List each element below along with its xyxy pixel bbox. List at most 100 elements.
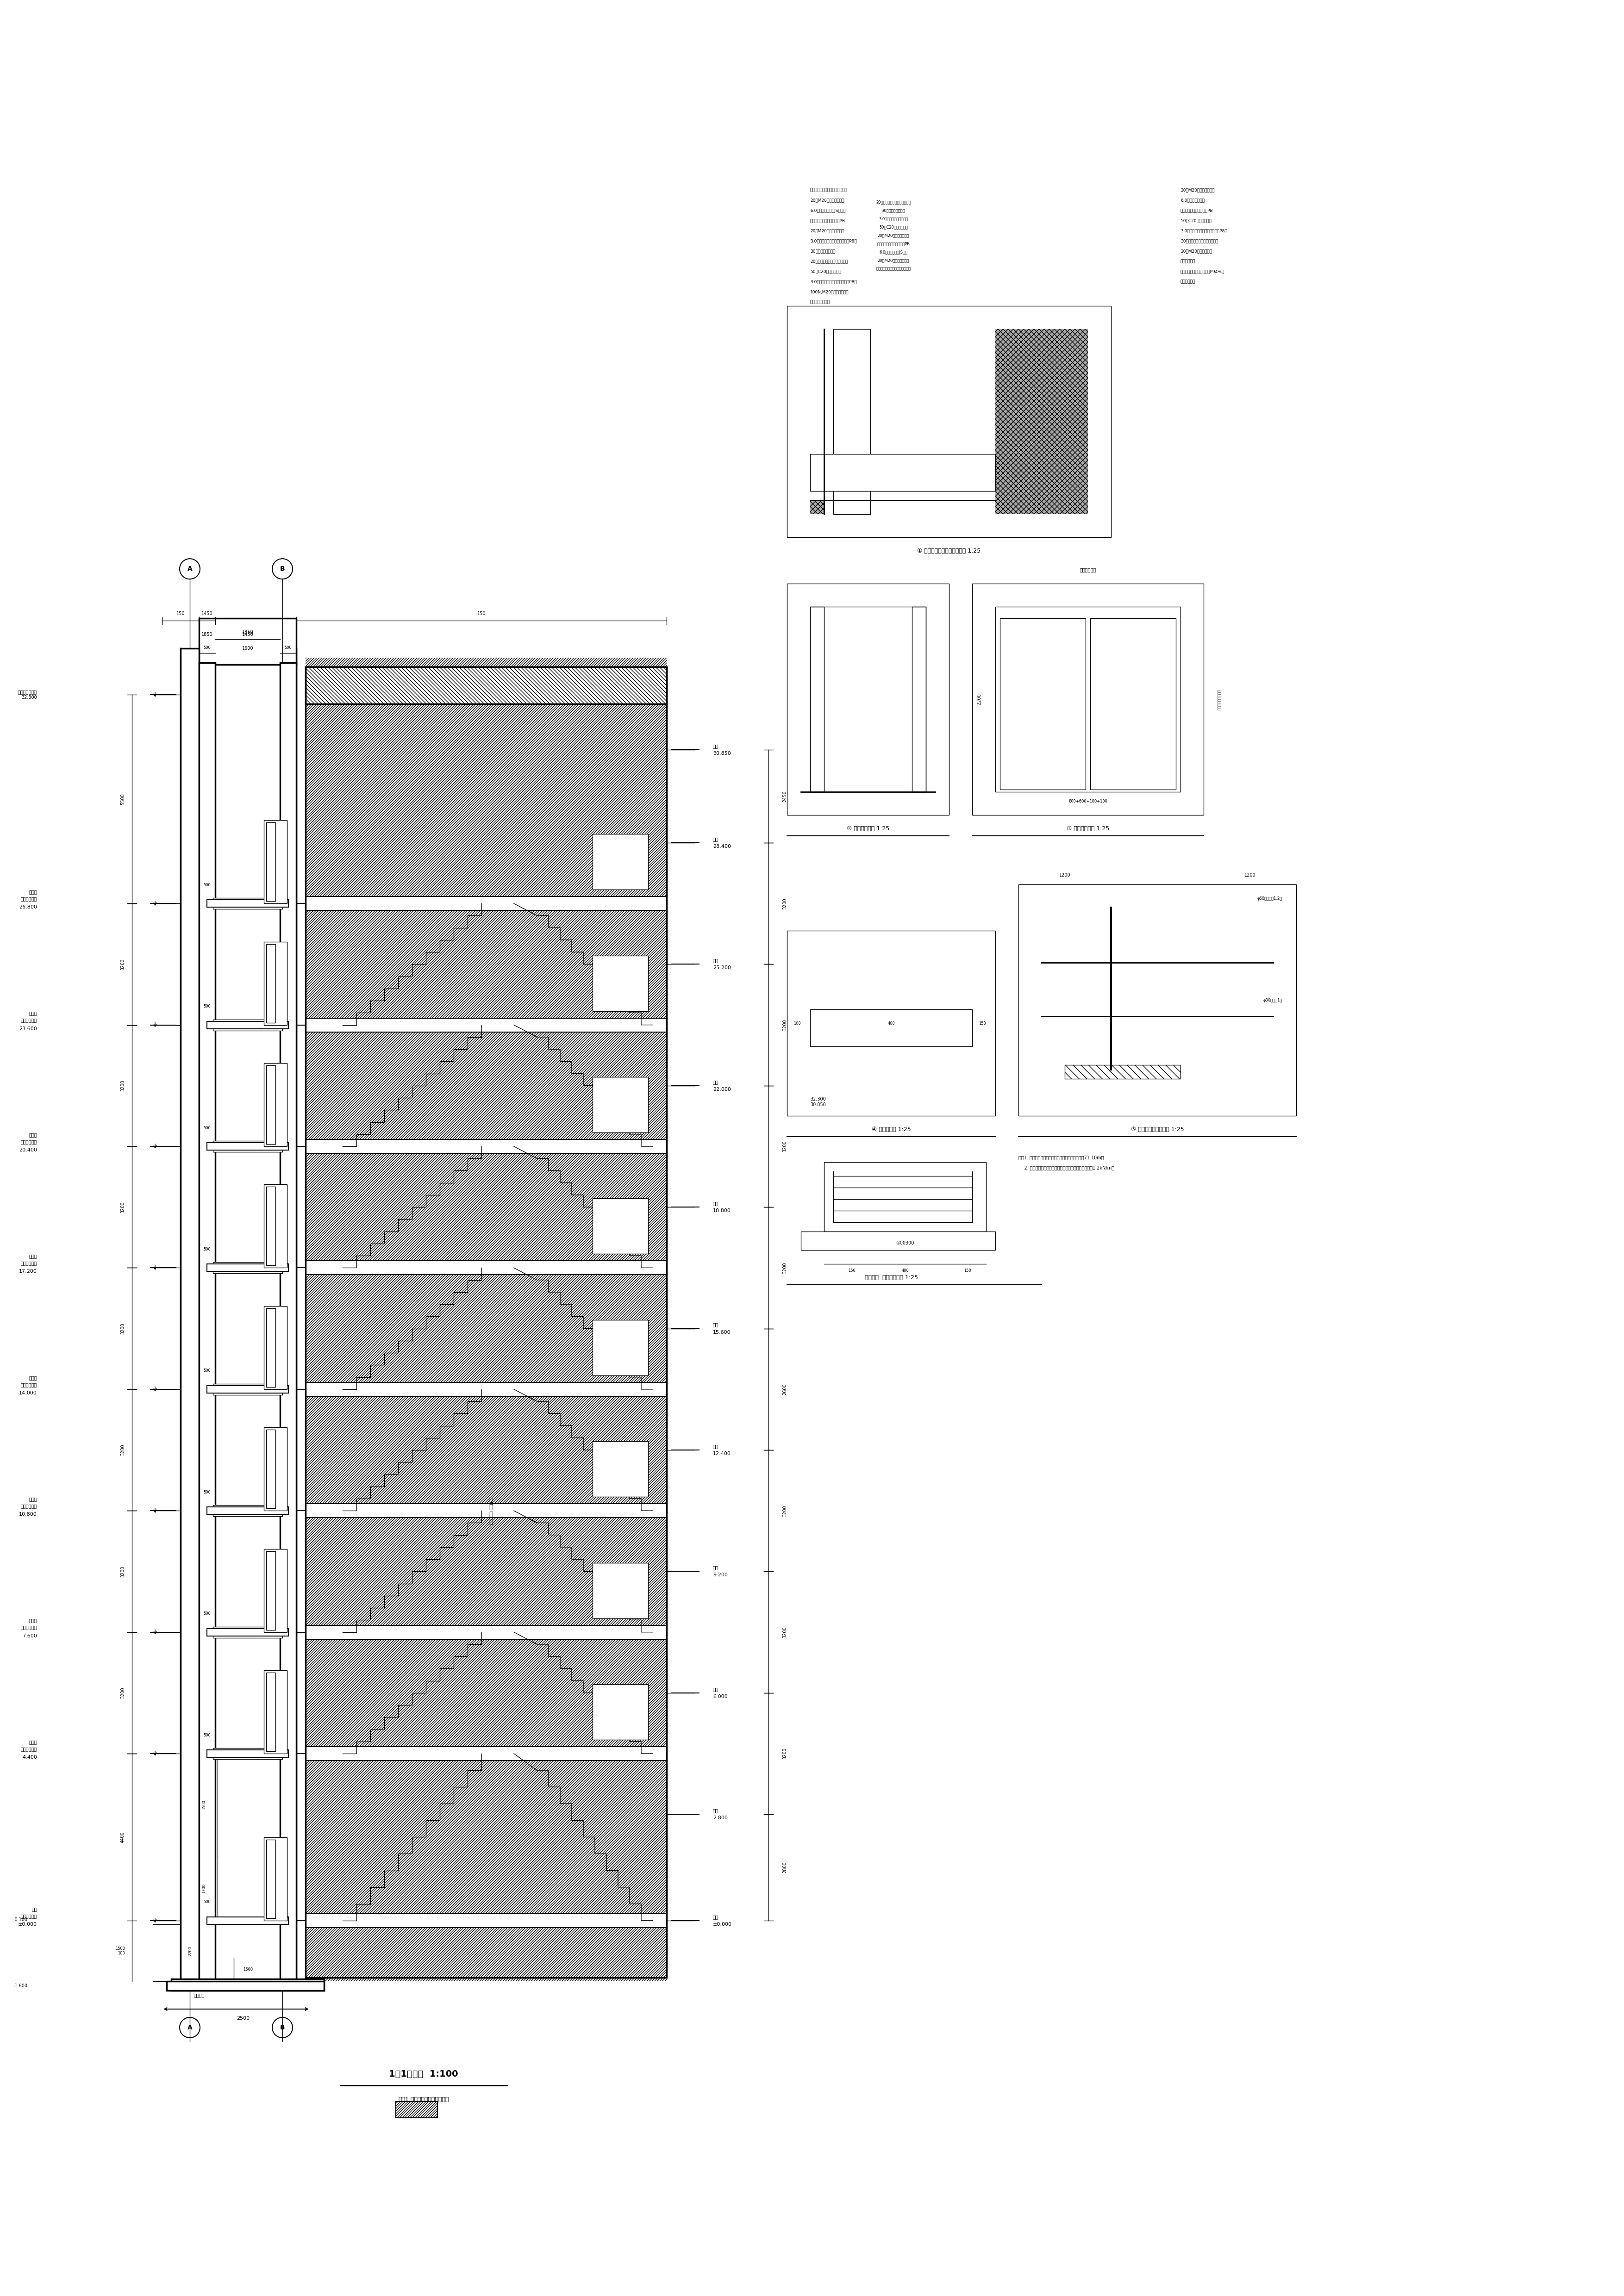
Text: 500: 500 xyxy=(203,1125,211,1130)
Text: 23.600: 23.600 xyxy=(19,1026,37,1031)
Text: 1700: 1700 xyxy=(201,1883,206,1894)
Text: 30厚水泥砂浆找平层: 30厚水泥砂浆找平层 xyxy=(810,250,835,253)
Text: 150: 150 xyxy=(979,1022,986,1026)
Bar xyxy=(396,2101,437,2117)
Text: 2.800: 2.800 xyxy=(713,1816,728,1821)
Bar xyxy=(206,1022,289,1029)
Text: 4400: 4400 xyxy=(120,1832,125,1844)
Text: 5500: 5500 xyxy=(120,794,125,806)
Bar xyxy=(263,1063,287,1146)
Text: 20厚M20水泥砂浆保护层: 20厚M20水泥砂浆保护层 xyxy=(810,230,844,232)
Text: 九层半: 九层半 xyxy=(29,889,37,893)
Bar xyxy=(305,1626,666,1639)
Text: 500: 500 xyxy=(203,1247,211,1251)
Text: 尺寸见厂方提供方案: 尺寸见厂方提供方案 xyxy=(1218,689,1221,709)
Bar xyxy=(810,606,823,792)
Text: 12.400: 12.400 xyxy=(713,1451,731,1456)
Bar xyxy=(180,647,200,1981)
Text: 二层半: 二层半 xyxy=(29,1740,37,1745)
Bar xyxy=(1065,1065,1181,1079)
Text: 3.0厚弹性水泥基防水涂料（参考P8）: 3.0厚弹性水泥基防水涂料（参考P8） xyxy=(810,239,857,243)
Bar xyxy=(305,1511,666,1632)
Bar xyxy=(206,1628,289,1635)
Bar xyxy=(266,1309,276,1387)
Text: -0.100: -0.100 xyxy=(13,1917,28,1922)
Text: （电梯停层）: （电梯停层） xyxy=(21,895,37,902)
Bar xyxy=(213,1626,283,1637)
Bar xyxy=(206,1917,289,1924)
Text: 四层: 四层 xyxy=(713,1444,718,1449)
Bar xyxy=(1065,1065,1181,1079)
Text: ②00300: ②00300 xyxy=(896,1240,914,1244)
Text: 6.0厚粘贴防水卷材: 6.0厚粘贴防水卷材 xyxy=(1181,197,1205,202)
Text: ② 电梯门大样图 1:25: ② 电梯门大样图 1:25 xyxy=(846,827,890,831)
Bar xyxy=(206,1506,289,1515)
Bar xyxy=(996,606,1181,792)
Text: 四层半: 四层半 xyxy=(29,1497,37,1502)
Bar xyxy=(305,1139,666,1153)
Bar xyxy=(593,1077,648,1132)
Text: 电梯基础: 电梯基础 xyxy=(193,1993,205,1998)
Text: 1500: 1500 xyxy=(201,1800,206,1809)
Text: 2450: 2450 xyxy=(783,790,788,801)
Text: A: A xyxy=(187,565,192,572)
Bar xyxy=(913,606,926,792)
Bar xyxy=(305,1261,666,1274)
Text: 1－1剖面图  1:100: 1－1剖面图 1:100 xyxy=(390,2069,458,2078)
Bar xyxy=(266,1839,276,1917)
Text: 500: 500 xyxy=(203,1612,211,1616)
Bar xyxy=(305,1267,666,1389)
Text: 3200: 3200 xyxy=(783,1263,788,1274)
Bar xyxy=(263,1837,287,1919)
Text: 电梯轿箱面板: 电梯轿箱面板 xyxy=(1080,567,1096,572)
Text: 2600: 2600 xyxy=(783,1384,788,1396)
Text: （电梯停层）: （电梯停层） xyxy=(21,1504,37,1508)
Text: 100N,M20水泥砂浆找平层: 100N,M20水泥砂浆找平层 xyxy=(810,289,849,294)
Text: φ30不锈钢1号: φ30不锈钢1号 xyxy=(1263,999,1283,1003)
Text: 2500: 2500 xyxy=(237,2016,250,2020)
Bar xyxy=(206,1628,289,1635)
Text: ⑤ 连廊防护栏杆断面图 1:25: ⑤ 连廊防护栏杆断面图 1:25 xyxy=(1130,1127,1184,1132)
Text: （电梯停层）: （电梯停层） xyxy=(21,1913,37,1917)
Bar xyxy=(167,1981,325,1991)
Bar xyxy=(206,1265,289,1272)
Text: 6.000: 6.000 xyxy=(713,1694,728,1699)
Text: 50厚C20混凝土保护层: 50厚C20混凝土保护层 xyxy=(810,269,841,273)
Text: 50厚C20混凝土保护层: 50厚C20混凝土保护层 xyxy=(1181,218,1212,223)
Text: 50厚C20混凝土保护层: 50厚C20混凝土保护层 xyxy=(879,225,908,230)
Bar xyxy=(200,664,216,1981)
Bar xyxy=(263,820,287,905)
Bar xyxy=(305,1017,666,1031)
Bar xyxy=(305,1919,666,1981)
Bar xyxy=(206,1917,289,1924)
Text: 4.400: 4.400 xyxy=(23,1754,37,1759)
Text: 150: 150 xyxy=(177,611,185,615)
Text: 3200: 3200 xyxy=(783,1626,788,1637)
Text: 9.200: 9.200 xyxy=(713,1573,728,1577)
Bar xyxy=(1018,884,1296,1116)
Text: （电梯停层）: （电梯停层） xyxy=(21,1747,37,1752)
Bar xyxy=(263,1306,287,1389)
Bar xyxy=(913,606,926,792)
Text: 注：1. 防护栏杆按规范要求，竖向、净距高度不大于71.10m；: 注：1. 防护栏杆按规范要求，竖向、净距高度不大于71.10m； xyxy=(1018,1155,1104,1159)
Text: 20厚聚乙烯醇改性弹性水泥防水: 20厚聚乙烯醇改性弹性水泥防水 xyxy=(875,200,911,204)
Bar xyxy=(801,1231,996,1249)
Text: 150: 150 xyxy=(965,1270,971,1272)
Text: 外墙墙面抹灰做法（自内向外）：: 外墙墙面抹灰做法（自内向外）： xyxy=(875,266,911,271)
Bar xyxy=(213,1141,283,1153)
Bar xyxy=(305,895,666,912)
Text: 八层: 八层 xyxy=(713,957,718,962)
Bar xyxy=(206,900,289,907)
Bar xyxy=(305,657,666,905)
Bar xyxy=(305,1913,666,1929)
Bar xyxy=(213,898,283,909)
Text: 400: 400 xyxy=(888,1022,895,1026)
Bar xyxy=(171,1979,325,1991)
Text: 3200: 3200 xyxy=(120,1688,125,1699)
Bar xyxy=(213,1747,283,1759)
Text: 三层半: 三层半 xyxy=(29,1619,37,1623)
Text: 1450: 1450 xyxy=(201,611,213,615)
Bar xyxy=(206,1506,289,1515)
Bar xyxy=(973,583,1203,815)
Bar xyxy=(593,1564,648,1619)
